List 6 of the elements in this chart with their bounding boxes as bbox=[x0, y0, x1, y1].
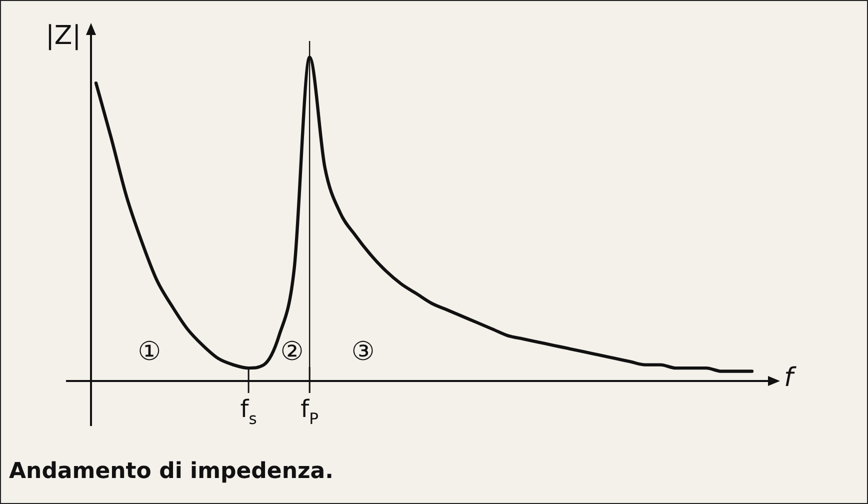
y-axis-title: |Z| bbox=[46, 20, 81, 51]
text: Andamento di impedenza. bbox=[9, 459, 334, 484]
annotation: ③ bbox=[351, 336, 375, 367]
x-axis-title: f bbox=[784, 362, 797, 393]
annotation: ② bbox=[280, 336, 304, 367]
annotation: ① bbox=[138, 336, 162, 367]
